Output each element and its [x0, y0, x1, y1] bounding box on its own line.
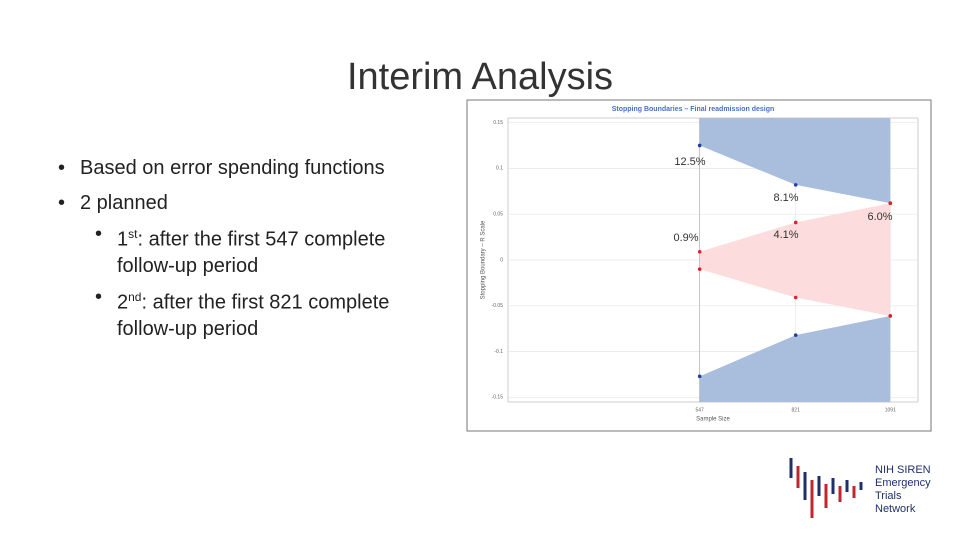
ordinal: 1 [117, 228, 129, 251]
ordinal: 2 [117, 291, 129, 314]
bullet-text: Based on error spending functions [80, 157, 385, 179]
logo-text: NIH SIREN [875, 464, 931, 476]
chart-title: Stopping Boundaries – Final readmission … [612, 106, 775, 113]
logo-text: Emergency [875, 477, 931, 489]
boundary-point [888, 201, 893, 205]
boundary-point [697, 249, 702, 254]
y-tick-label: 0.05 [493, 212, 503, 218]
boundary-point [793, 220, 798, 225]
boundary-point [793, 183, 798, 187]
ordinal-suffix: nd [128, 290, 142, 304]
annotation: 4.1% [773, 229, 798, 241]
bullet: • Based on error spending functions [58, 157, 385, 179]
x-tick-label: 821 [792, 407, 801, 413]
boundary-point [697, 374, 702, 379]
sub-bullet-text: : after the first 547 complete [137, 228, 386, 251]
area [699, 118, 891, 204]
sub-bullet: • 2nd: after the first 821 complete follow… [95, 286, 390, 340]
y-tick-label: 0.1 [496, 166, 503, 172]
boundary-point [697, 267, 702, 271]
slide-title: Interim Analysis [346, 56, 614, 98]
ordinal-suffix: st [128, 227, 138, 241]
y-tick-label: -0.05 [492, 303, 504, 309]
boundary-point [888, 314, 893, 318]
boundary-point [793, 295, 798, 300]
y-tick-label: -0.15 [492, 395, 504, 401]
logo-text: Network [875, 503, 916, 515]
annotation: 6.0% [867, 211, 892, 223]
x-tick-label: 1091 [885, 407, 896, 413]
x-axis-label: Sample Size [696, 417, 730, 423]
x-tick-label: 547 [696, 407, 705, 413]
y-tick-label: -0.1 [494, 349, 503, 355]
annotation: 8.1% [773, 192, 798, 204]
boundary-point [697, 143, 702, 148]
y-tick-label: 0 [500, 257, 503, 263]
area [699, 203, 891, 316]
area [699, 315, 891, 402]
boundary-point [793, 333, 798, 337]
sub-bullet-text: follow-up period [117, 254, 259, 277]
annotation: 12.5% [674, 156, 705, 168]
sub-bullet-text: follow-up period [117, 317, 259, 340]
bullet-text: 2 planned [80, 192, 168, 214]
bullet: • 2 planned [58, 192, 168, 214]
y-tick-label: 0.15 [493, 120, 503, 126]
sub-bullet-text: : after the first 821 complete [141, 291, 390, 314]
annotation: 0.9% [673, 232, 698, 244]
sub-bullet: • 1st: after the first 547 complete follow… [95, 223, 386, 277]
y-axis-label: Stopping Boundary – R Scale [481, 220, 487, 299]
logo-text: Trials [875, 490, 902, 502]
logo-mark [789, 458, 863, 518]
